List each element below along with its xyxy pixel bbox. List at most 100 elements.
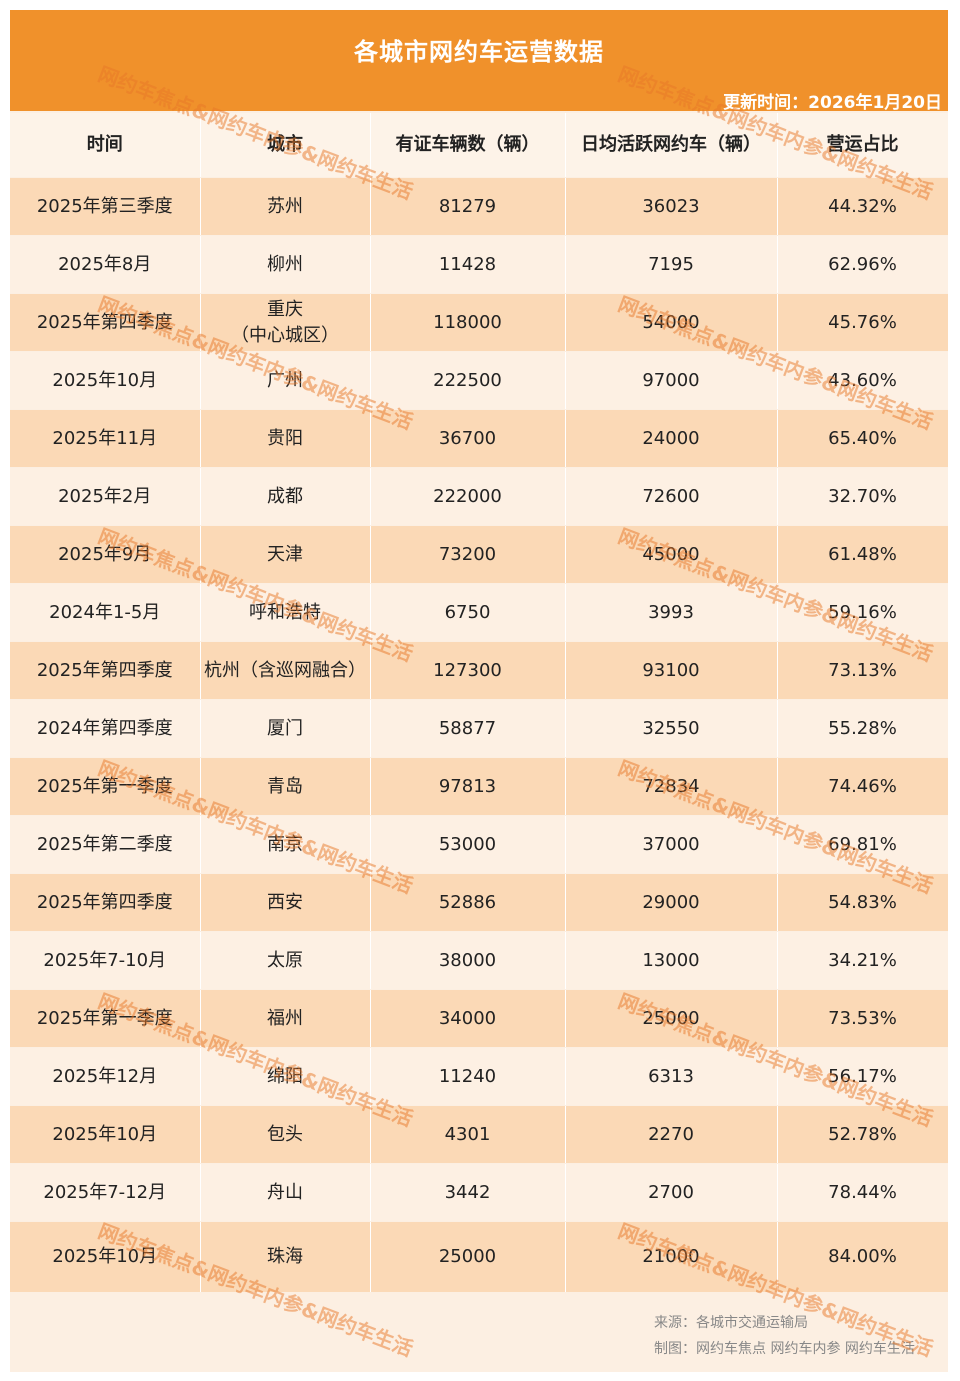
cell-city: 广州: [200, 351, 371, 410]
cell-daily-active: 45000: [565, 525, 778, 584]
cell-period: 2025年9月: [10, 525, 201, 584]
cell-operating-ratio: 61.48%: [777, 525, 948, 584]
cell-operating-ratio: 69.81%: [777, 815, 948, 874]
cell-period: 2025年10月: [10, 351, 201, 410]
table-row: 2025年第三季度 苏州 81279 36023 44.32%: [10, 177, 948, 236]
cell-operating-ratio: 52.78%: [777, 1105, 948, 1164]
table-row: 2025年10月 珠海 25000 21000 84.00%: [10, 1221, 948, 1293]
cell-daily-active: 36023: [565, 177, 778, 236]
cell-period: 2025年第四季度: [10, 641, 201, 700]
cell-period: 2025年10月: [10, 1221, 201, 1293]
cell-period: 2025年8月: [10, 235, 201, 294]
cell-operating-ratio: 78.44%: [777, 1163, 948, 1222]
cell-city: 杭州（含巡网融合）: [200, 641, 371, 700]
cell-period: 2025年第二季度: [10, 815, 201, 874]
cell-licensed-vehicles: 118000: [370, 293, 566, 352]
cell-daily-active: 72600: [565, 467, 778, 526]
cell-city: 贵阳: [200, 409, 371, 468]
cell-daily-active: 32550: [565, 699, 778, 758]
cell-licensed-vehicles: 81279: [370, 177, 566, 236]
cell-licensed-vehicles: 4301: [370, 1105, 566, 1164]
table-row: 2025年10月 广州 222500 97000 43.60%: [10, 351, 948, 410]
cell-city: 苏州: [200, 177, 371, 236]
cell-city: 成都: [200, 467, 371, 526]
table-row: 2025年12月 绵阳 11240 6313 56.17%: [10, 1047, 948, 1106]
cell-city: 厦门: [200, 699, 371, 758]
cell-licensed-vehicles: 58877: [370, 699, 566, 758]
cell-period: 2025年第三季度: [10, 177, 201, 236]
cell-licensed-vehicles: 34000: [370, 989, 566, 1048]
cell-period: 2025年11月: [10, 409, 201, 468]
table-row: 2025年第一季度 福州 34000 25000 73.53%: [10, 989, 948, 1048]
cell-operating-ratio: 59.16%: [777, 583, 948, 642]
cell-period: 2024年第四季度: [10, 699, 201, 758]
column-header: 时间: [10, 113, 201, 178]
cell-daily-active: 54000: [565, 293, 778, 352]
cell-city: 包头: [200, 1105, 371, 1164]
cell-city: 珠海: [200, 1221, 371, 1293]
cell-period: 2025年7-10月: [10, 931, 201, 990]
cell-operating-ratio: 54.83%: [777, 873, 948, 932]
cell-operating-ratio: 65.40%: [777, 409, 948, 468]
table-row: 2025年第一季度 青岛 97813 72834 74.46%: [10, 757, 948, 816]
cell-operating-ratio: 43.60%: [777, 351, 948, 410]
table-row: 2025年第四季度 重庆 （中心城区） 118000 54000 45.76%: [10, 293, 948, 352]
title-bar: 各城市网约车运营数据 更新时间：2026年1月20日: [10, 10, 948, 113]
cell-period: 2025年10月: [10, 1105, 201, 1164]
cell-daily-active: 72834: [565, 757, 778, 816]
cell-city: 重庆 （中心城区）: [200, 293, 371, 352]
cell-daily-active: 3993: [565, 583, 778, 642]
cell-operating-ratio: 73.53%: [777, 989, 948, 1048]
cell-daily-active: 24000: [565, 409, 778, 468]
cell-city: 绵阳: [200, 1047, 371, 1106]
report-page: 各城市网约车运营数据 更新时间：2026年1月20日 时间 城市 有证车辆数（辆）日…: [10, 10, 948, 1372]
credit-note: 制图：网约车焦点 网约车内参 网约车生活: [654, 1341, 915, 1357]
table-row: 2025年第二季度 南京 53000 37000 69.81%: [10, 815, 948, 874]
table-body: 2025年第三季度 苏州 81279 36023 44.32% 2025年8月 柳州 1142…: [10, 177, 948, 1293]
cell-daily-active: 25000: [565, 989, 778, 1048]
cell-daily-active: 7195: [565, 235, 778, 294]
page-title: 各城市网约车运营数据: [354, 38, 604, 66]
cell-period: 2025年第一季度: [10, 989, 201, 1048]
cell-operating-ratio: 73.13%: [777, 641, 948, 700]
cell-city: 太原: [200, 931, 371, 990]
cell-period: 2025年12月: [10, 1047, 201, 1106]
table-header-row: 时间 城市 有证车辆数（辆） 日均活跃网约车（辆） 营运占比: [10, 113, 948, 178]
cell-operating-ratio: 62.96%: [777, 235, 948, 294]
cell-city: 西安: [200, 873, 371, 932]
column-header: 营运占比: [777, 113, 948, 178]
table-row: 2025年7-12月 舟山 3442 2700 78.44%: [10, 1163, 948, 1222]
cell-city: 青岛: [200, 757, 371, 816]
cell-operating-ratio: 34.21%: [777, 931, 948, 990]
cell-daily-active: 2700: [565, 1163, 778, 1222]
table-row: 2025年10月 包头 4301 2270 52.78%: [10, 1105, 948, 1164]
cell-licensed-vehicles: 25000: [370, 1221, 566, 1293]
cell-daily-active: 29000: [565, 873, 778, 932]
cell-city: 福州: [200, 989, 371, 1048]
table-row: 2025年第四季度 杭州（含巡网融合） 127300 93100 73.13%: [10, 641, 948, 700]
cell-period: 2024年1-5月: [10, 583, 201, 642]
cell-operating-ratio: 44.32%: [777, 177, 948, 236]
cell-daily-active: 93100: [565, 641, 778, 700]
cell-licensed-vehicles: 6750: [370, 583, 566, 642]
cell-city: 天津: [200, 525, 371, 584]
cell-period: 2025年第四季度: [10, 293, 201, 352]
cell-licensed-vehicles: 36700: [370, 409, 566, 468]
cell-daily-active: 6313: [565, 1047, 778, 1106]
column-header: 日均活跃网约车（辆）: [565, 113, 778, 178]
cell-daily-active: 21000: [565, 1221, 778, 1293]
cell-period: 2025年第四季度: [10, 873, 201, 932]
cell-licensed-vehicles: 127300: [370, 641, 566, 700]
cell-licensed-vehicles: 3442: [370, 1163, 566, 1222]
cell-city: 舟山: [200, 1163, 371, 1222]
cell-licensed-vehicles: 97813: [370, 757, 566, 816]
table-row: 2024年第四季度 厦门 58877 32550 55.28%: [10, 699, 948, 758]
cell-daily-active: 97000: [565, 351, 778, 410]
cell-licensed-vehicles: 52886: [370, 873, 566, 932]
cell-operating-ratio: 32.70%: [777, 467, 948, 526]
source-note: 来源：各城市交通运输局: [654, 1315, 808, 1331]
table-row: 2025年7-10月 太原 38000 13000 34.21%: [10, 931, 948, 990]
cell-licensed-vehicles: 73200: [370, 525, 566, 584]
cell-city: 南京: [200, 815, 371, 874]
cell-licensed-vehicles: 53000: [370, 815, 566, 874]
